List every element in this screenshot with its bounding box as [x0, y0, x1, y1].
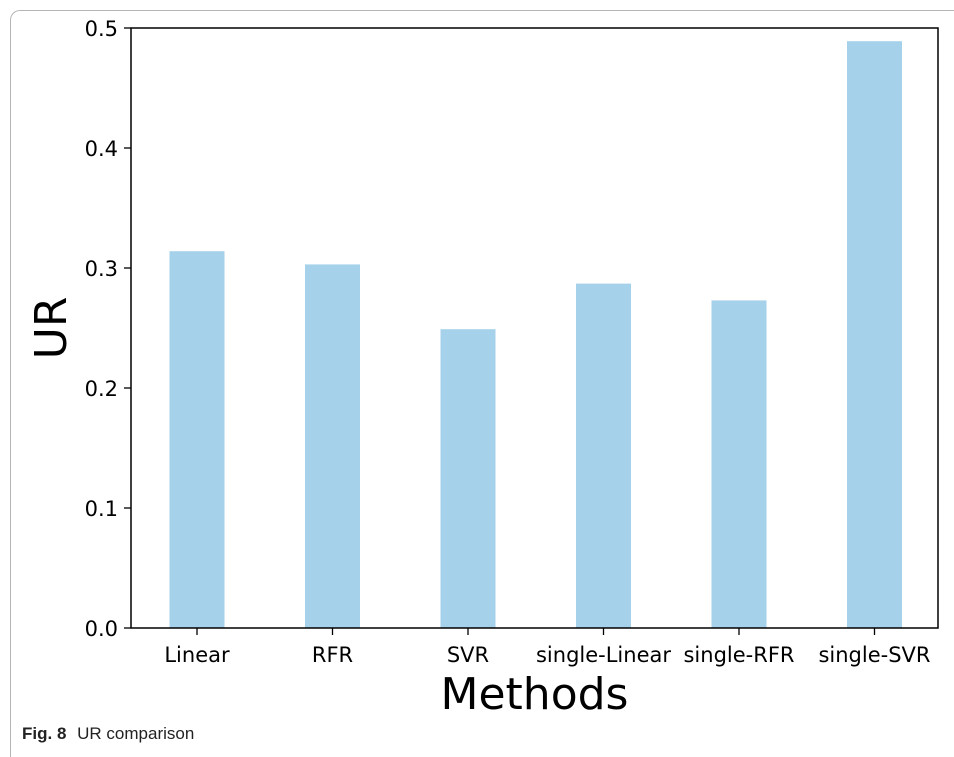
x-tick-label: SVR	[447, 643, 489, 667]
x-tick-label: Linear	[164, 643, 230, 667]
x-ticks-group: Linear RFR SVR single-Linear single-RFR singl…	[164, 628, 931, 667]
figure-caption: Fig. 8 UR comparison	[22, 724, 194, 744]
figure-frame	[10, 10, 954, 757]
y-ticks-group: 0.0 0.1 0.2 0.3 0.4 0.5	[85, 17, 131, 641]
y-tick-label: 0.5	[85, 17, 118, 41]
bar-chart: 0.0 0.1 0.2 0.3 0.4 0.5 Linear RFR SVR single-Li…	[26, 17, 939, 720]
plot-area-frame	[130, 27, 939, 629]
bar-svr	[440, 329, 496, 628]
x-tick-label: RFR	[312, 643, 353, 667]
x-axis-label: Methods	[441, 669, 629, 720]
figure-caption-text: UR comparison	[77, 724, 195, 743]
y-tick-label: 0.0	[85, 617, 118, 641]
y-tick-label: 0.4	[85, 137, 118, 161]
y-tick-label: 0.3	[85, 257, 118, 281]
x-tick-label: single-RFR	[683, 643, 794, 667]
bar-single-rfr	[711, 300, 767, 628]
y-tick-label: 0.2	[85, 377, 118, 401]
y-axis-label: UR	[26, 297, 77, 360]
bar-linear	[169, 251, 225, 628]
x-tick-label: single-Linear	[536, 643, 671, 667]
bars-group	[169, 41, 902, 628]
bar-single-linear	[576, 283, 631, 628]
x-tick-label: single-SVR	[818, 643, 930, 667]
y-tick-label: 0.1	[85, 497, 118, 521]
bar-single-svr	[847, 41, 902, 628]
bar-rfr	[305, 264, 360, 628]
figure-label: Fig. 8	[22, 724, 67, 743]
